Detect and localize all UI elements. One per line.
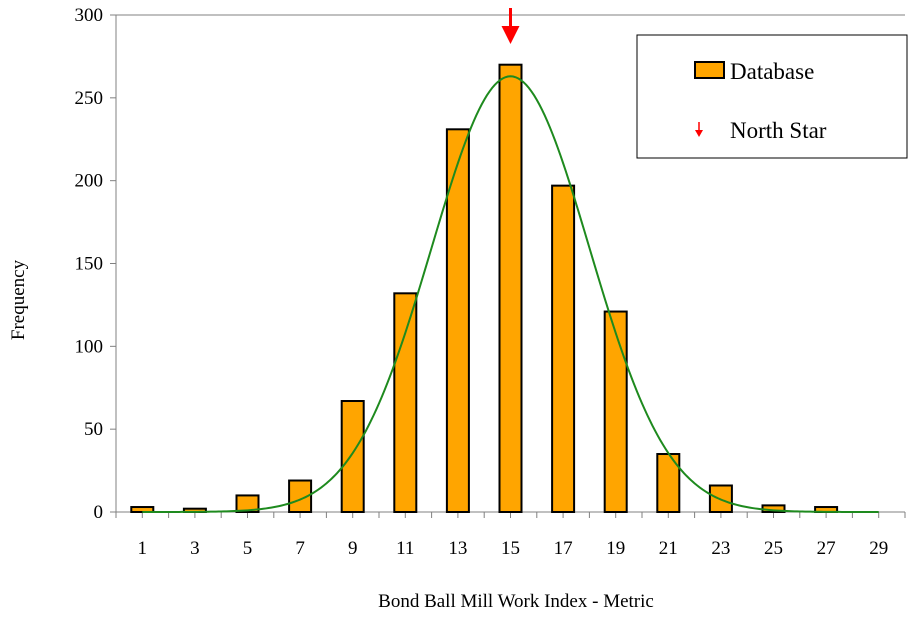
y-tick-label: 200 <box>75 171 104 192</box>
bar <box>393 292 418 513</box>
x-tick-label: 11 <box>396 538 414 559</box>
x-tick-label: 15 <box>501 538 520 559</box>
x-tick-label: 23 <box>711 538 730 559</box>
legend-box <box>636 34 908 159</box>
x-tick-label: 27 <box>817 538 836 559</box>
y-tick-label: 0 <box>94 502 104 523</box>
x-tick-label: 13 <box>448 538 467 559</box>
x-tick-label: 17 <box>554 538 573 559</box>
bar <box>445 128 470 513</box>
fit-curve <box>142 75 879 513</box>
y-tick-label: 50 <box>84 419 103 440</box>
bar <box>288 479 313 514</box>
north-star-arrow-head <box>501 26 520 44</box>
x-tick-label: 7 <box>295 538 305 559</box>
x-axis: 1 3 5 7 9 11 13 15 17 19 21 23 25 27 29 <box>115 511 906 559</box>
bar <box>235 494 260 513</box>
y-tick-label: 250 <box>75 88 104 109</box>
legend-database-swatch <box>694 61 725 79</box>
y-tick-label: 150 <box>75 254 104 275</box>
x-axis-label: Bond Ball Mill Work Index - Metric <box>378 591 654 612</box>
x-tick-label: 9 <box>348 538 358 559</box>
north-star-marker <box>501 8 520 44</box>
x-tick-label: 25 <box>764 538 783 559</box>
y-tick-label: 100 <box>75 336 104 357</box>
fit-curve-line <box>142 75 879 513</box>
bar <box>340 400 365 513</box>
x-tick-label: 1 <box>138 538 148 559</box>
legend-north-star-icon <box>695 122 703 137</box>
legend: Database North Star <box>636 34 908 159</box>
y-tick-label: 300 <box>75 5 104 26</box>
legend-north-star-label: North Star <box>730 118 827 143</box>
bar <box>498 63 523 513</box>
y-axis-label: Frequency <box>8 259 29 340</box>
bar <box>551 184 576 514</box>
bar <box>603 310 628 513</box>
x-tick-label: 19 <box>606 538 625 559</box>
x-tick-label: 21 <box>659 538 678 559</box>
x-tick-label: 29 <box>869 538 888 559</box>
legend-database-label: Database <box>730 59 814 84</box>
x-tick-label: 5 <box>243 538 253 559</box>
x-tick-label: 3 <box>190 538 200 559</box>
y-axis: 0 50 100 150 200 250 300 <box>75 5 905 523</box>
